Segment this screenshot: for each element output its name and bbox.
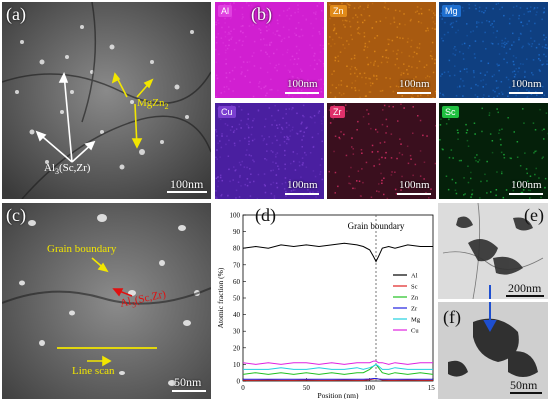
y-tick-label: 40 — [233, 311, 241, 319]
panel-f-scale-label: 50nm — [510, 378, 538, 392]
legend-label-zn: Zn — [411, 295, 419, 302]
series-line-zr — [243, 378, 433, 380]
panel-e-scale-label: 200nm — [508, 281, 542, 295]
panel-c-scale-label: 50nm — [174, 375, 202, 389]
panel-c-label: (c) — [6, 205, 26, 225]
y-tick-label: 70 — [233, 261, 241, 269]
panel-d-label: (d) — [255, 205, 276, 225]
panel-f-image — [438, 302, 548, 399]
panel-a-scale-label: 100nm — [170, 177, 204, 191]
panel-f: (f) 50nm — [438, 302, 548, 399]
panel-a-label: (a) — [6, 4, 26, 24]
eds-scale-bar — [397, 193, 431, 195]
panel-e-scale-bar — [506, 295, 544, 297]
eds-map-cu: Cu 100nm — [215, 103, 324, 199]
y-tick-label: 80 — [233, 245, 241, 253]
panel-a-image — [2, 2, 211, 199]
eds-scale-bar — [285, 92, 319, 94]
y-tick-label: 100 — [230, 212, 241, 220]
legend-label-al: Al — [411, 273, 418, 280]
eds-map-zn: Zn 100nm — [327, 2, 436, 98]
panel-b-label: (b) — [251, 4, 272, 24]
eds-scale-bar — [509, 92, 543, 94]
panel-c-image — [2, 203, 211, 399]
x-tick-label: 100 — [364, 384, 375, 392]
series-line-sc — [243, 377, 433, 381]
eds-scale-bar — [509, 193, 543, 195]
series-line-zn — [242, 363, 434, 375]
al3-annotation: Al3(Sc,Zr) — [44, 162, 91, 177]
eds-map-mg: Mg 100nm — [439, 2, 548, 98]
y-tick-label: 0 — [237, 378, 241, 386]
x-tick-label: 0 — [241, 384, 245, 392]
panel-c: (c) Grain boundary Al3(Sc,Zr) Line scan … — [2, 203, 211, 399]
eds-map-zr: Zr 100nm — [327, 103, 436, 199]
y-tick-label: 10 — [233, 361, 241, 369]
eds-scale-label: 100nm — [399, 78, 430, 90]
eds-map-al: Al 100nm — [215, 2, 324, 98]
eds-scale-bar — [397, 92, 431, 94]
legend-label-cu: Cu — [411, 328, 419, 335]
eds-scale-label: 100nm — [511, 78, 542, 90]
panel-e-image — [438, 203, 548, 299]
eds-tag-al: Al — [218, 5, 233, 17]
eds-map-sc: Sc 100nm — [439, 103, 548, 199]
legend-label-sc: Sc — [411, 284, 418, 291]
panel-c-scale-bar — [172, 390, 206, 392]
y-tick-label: 90 — [233, 228, 241, 236]
eds-tag-zn: Zn — [330, 5, 347, 17]
series-line-mg — [243, 363, 433, 370]
legend-label-zr: Zr — [411, 306, 418, 313]
eds-scale-bar — [285, 193, 319, 195]
panel-f-scale-bar — [510, 392, 542, 394]
panel-d: 0 10 20 30 40 50 60 70 80 90 100 0 50 100 150 Position … — [215, 203, 435, 399]
grain-boundary-annotation: Grain boundary — [47, 243, 117, 255]
eds-tag-sc: Sc — [442, 106, 459, 118]
eds-scale-label: 100nm — [287, 179, 318, 191]
y-axis-label: Atomic fraction (%) — [216, 267, 225, 328]
eds-scale-label: 100nm — [287, 78, 318, 90]
series-line-cu — [242, 360, 433, 365]
x-tick-label: 150 — [428, 384, 435, 392]
legend-label-mg: Mg — [411, 317, 421, 324]
panel-a: (a) MgZn2 Al3(Sc,Zr) 100nm — [2, 2, 211, 199]
eds-scale-label: 100nm — [399, 179, 430, 191]
series-line-al — [242, 242, 433, 263]
line-scan-annotation: Line scan — [72, 365, 115, 377]
panel-a-scale-bar — [167, 191, 207, 193]
eds-tag-zr: Zr — [330, 106, 345, 118]
y-tick-label: 30 — [233, 328, 241, 336]
eds-tag-mg: Mg — [442, 5, 461, 17]
y-tick-label: 60 — [233, 278, 241, 286]
mgzn2-annotation: MgZn2 — [137, 97, 169, 112]
eds-scale-label: 100nm — [511, 179, 542, 191]
plot-frame — [242, 214, 434, 382]
panel-e-label: (e) — [524, 205, 544, 225]
eds-tag-cu: Cu — [218, 106, 236, 118]
y-tick-label: 50 — [233, 295, 241, 303]
panel-e: (e) 200nm — [438, 203, 548, 299]
y-tick-label: 20 — [233, 344, 241, 352]
panel-b: Al 100nm Zn 100nm Mg 100nm Cu 100nm Zr 100nm Sc 100… — [215, 2, 548, 199]
line-scan-chart: 0 10 20 30 40 50 60 70 80 90 100 0 50 100 150 Position … — [216, 212, 435, 400]
x-tick-label: 50 — [303, 384, 311, 392]
grain-boundary-label: Grain boundary — [348, 221, 405, 231]
x-axis-label: Position (nm) — [317, 391, 359, 399]
panel-f-label: (f) — [443, 307, 461, 327]
